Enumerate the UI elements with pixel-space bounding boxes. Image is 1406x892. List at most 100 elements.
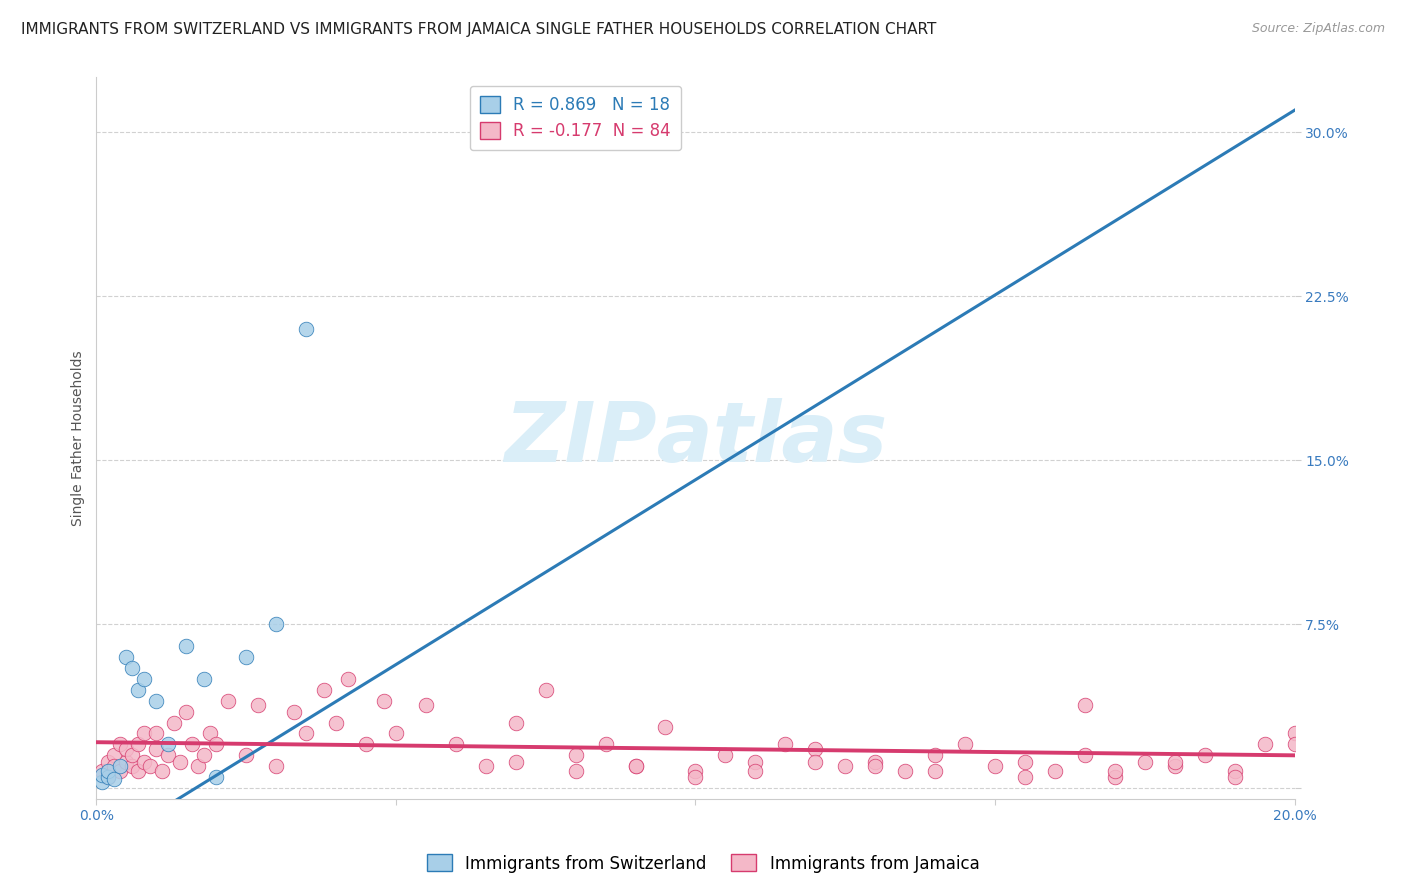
Point (110, 764, 132, 778)
Point (505, 755, 527, 769)
Point (924, 748, 946, 763)
Point (295, 322, 318, 336)
Point (139, 759, 162, 773)
Point (97, 755, 120, 769)
Point (121, 748, 143, 763)
Text: ZIP​atlas: ZIP​atlas (503, 398, 887, 479)
Point (91, 768, 114, 782)
Point (1253, 738, 1275, 752)
Point (264, 759, 287, 773)
Point (564, 764, 586, 778)
Point (103, 748, 125, 763)
Point (1074, 748, 1097, 763)
Point (505, 715, 527, 730)
Point (121, 661, 143, 675)
Point (984, 759, 1007, 773)
Point (1014, 755, 1036, 769)
Point (1074, 698, 1097, 712)
Point (115, 741, 138, 756)
Point (193, 748, 215, 763)
Point (181, 738, 204, 752)
Point (1133, 755, 1156, 769)
Point (110, 759, 132, 773)
Point (193, 672, 215, 686)
Point (157, 738, 180, 752)
Point (1163, 755, 1185, 769)
Point (834, 759, 856, 773)
Point (115, 755, 138, 769)
Point (97, 770, 120, 784)
Point (373, 693, 395, 707)
Point (174, 705, 197, 719)
Point (174, 639, 197, 653)
Point (121, 759, 143, 773)
Point (205, 738, 228, 752)
Legend: Immigrants from Switzerland, Immigrants from Jamaica: Immigrants from Switzerland, Immigrants … (420, 847, 986, 880)
Point (157, 748, 180, 763)
Point (264, 617, 287, 632)
Legend: R = 0.869   N = 18, R = -0.177  N = 84: R = 0.869 N = 18, R = -0.177 N = 84 (470, 86, 681, 151)
Point (1104, 764, 1126, 778)
Point (804, 755, 827, 769)
Point (235, 748, 257, 763)
Point (312, 682, 335, 697)
Point (1163, 759, 1185, 773)
Point (110, 738, 132, 752)
Point (145, 693, 167, 707)
Point (1223, 770, 1246, 784)
Point (1284, 726, 1306, 740)
Point (953, 738, 976, 752)
Text: IMMIGRANTS FROM SWITZERLAND VS IMMIGRANTS FROM JAMAICA SINGLE FATHER HOUSEHOLDS : IMMIGRANTS FROM SWITZERLAND VS IMMIGRANT… (21, 22, 936, 37)
Point (804, 741, 827, 756)
Point (336, 672, 359, 686)
Point (1284, 738, 1306, 752)
Point (91, 764, 114, 778)
Point (474, 759, 496, 773)
Point (247, 698, 270, 712)
Point (134, 726, 156, 740)
Point (97, 770, 120, 784)
Point (325, 715, 347, 730)
Point (103, 772, 125, 787)
Point (91, 774, 114, 789)
Point (1194, 748, 1216, 763)
Point (163, 715, 186, 730)
Point (775, 738, 797, 752)
Point (714, 748, 737, 763)
Point (924, 764, 946, 778)
Point (1104, 770, 1126, 784)
Point (127, 682, 149, 697)
Point (134, 755, 156, 769)
Point (97, 764, 120, 778)
Point (863, 759, 886, 773)
Point (150, 764, 173, 778)
Point (1043, 764, 1066, 778)
Point (894, 764, 917, 778)
Y-axis label: Single Father Households: Single Father Households (72, 351, 86, 526)
Point (198, 726, 221, 740)
Point (283, 705, 305, 719)
Point (534, 682, 557, 697)
Point (217, 693, 239, 707)
Point (127, 738, 149, 752)
Point (564, 748, 586, 763)
Point (354, 738, 377, 752)
Point (744, 764, 766, 778)
Point (134, 672, 156, 686)
Point (415, 698, 437, 712)
Point (295, 726, 318, 740)
Point (444, 738, 467, 752)
Point (1223, 764, 1246, 778)
Point (115, 649, 138, 664)
Point (145, 726, 167, 740)
Point (654, 720, 676, 734)
Point (685, 764, 707, 778)
Point (744, 755, 766, 769)
Point (595, 738, 617, 752)
Point (145, 741, 167, 756)
Text: Source: ZipAtlas.com: Source: ZipAtlas.com (1251, 22, 1385, 36)
Point (103, 759, 125, 773)
Point (205, 770, 228, 784)
Point (624, 759, 647, 773)
Point (169, 755, 191, 769)
